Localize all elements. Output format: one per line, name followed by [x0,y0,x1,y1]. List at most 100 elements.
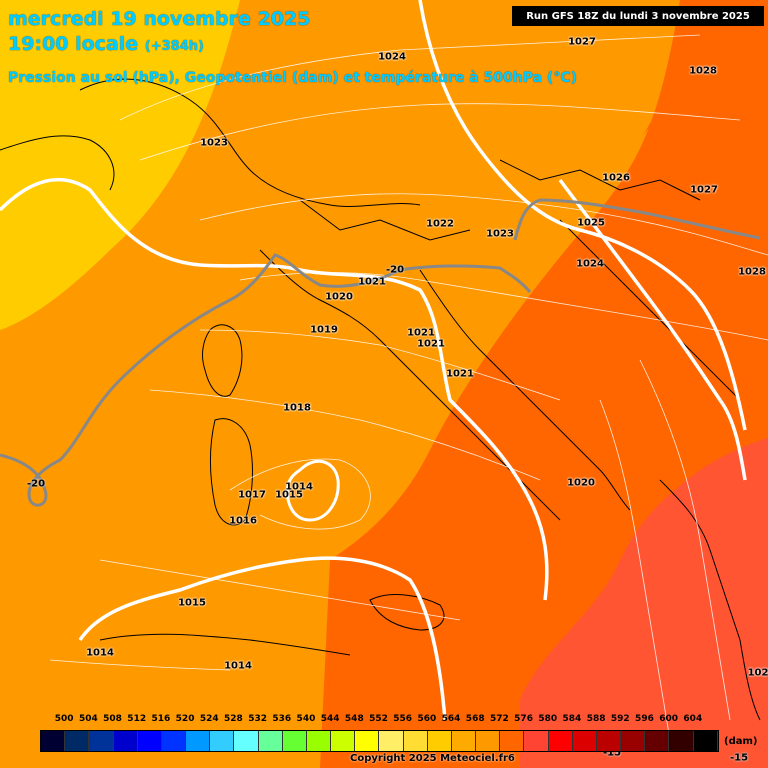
legend-swatch [331,731,356,751]
legend-swatch [137,731,162,751]
pressure-label: 1024 [576,258,604,270]
legend-swatch [596,731,622,751]
forecast-date: mercredi 19 novembre 2025 [8,8,311,30]
pressure-label: 1017 [238,489,266,501]
legend-tick-label: 528 [224,714,243,724]
run-info-box: Run GFS 18Z du lundi 3 novembre 2025 [512,6,764,26]
legend-tick-label: 560 [417,714,437,724]
legend-tick-label: 556 [393,714,413,724]
legend-swatch [451,731,477,751]
legend-swatch [355,731,380,751]
legend-swatch [621,731,646,751]
legend-tick-label: 552 [369,714,388,724]
copyright: Copyright 2025 Meteociel.fr6 [350,753,515,764]
legend-swatch [476,731,501,751]
pressure-label: 1018 [283,402,311,414]
pressure-label: 1019 [310,324,338,336]
legend-tick-label: 588 [586,714,606,724]
legend-swatch [234,731,259,751]
legend-tick-label: 500 [54,714,74,724]
legend-tick-label: 572 [489,714,509,724]
legend-tick-label: 520 [175,714,195,724]
pressure-label: 1014 [285,481,313,493]
legend-swatch [500,731,525,751]
pressure-label: 1022 [426,218,454,230]
isotherms [0,198,761,507]
legend-swatch [282,731,307,751]
forecast-offset: (+384h) [144,39,204,54]
pressure-label: 1024 [378,51,406,63]
forecast-time: 19:00 locale (+384h) [8,33,204,55]
legend-tick-label: 604 [683,714,703,724]
pressure-label: 1026 [602,172,630,184]
pressure-label: 1023 [486,228,514,240]
coastlines [0,78,761,721]
legend-tick-label: 576 [514,714,533,724]
pressure-label: 1028 [738,266,766,278]
legend-swatch [65,731,90,751]
map-description: Pression au sol (hPa), Geopotentiel (dam… [8,70,577,86]
band-564 [0,0,240,330]
legend-swatch [41,731,66,751]
temperature-label: -20 [26,478,46,490]
legend-swatch [379,731,404,751]
pressure-label: 1023 [200,137,228,149]
pressure-label: 1015 [178,597,206,609]
legend-tick-label: 516 [151,714,171,724]
low-pressure-contour [285,459,340,522]
legend-tick-label: 532 [248,714,267,724]
legend-swatch [645,731,670,751]
legend-swatch [669,731,694,751]
legend-tick-label: 592 [610,714,630,724]
pressure-label: 1021 [417,338,445,350]
legend-tick-label: 596 [635,714,654,724]
legend-swatch [161,731,187,751]
legend-tick-label: 512 [127,714,147,724]
legend-swatch [306,731,332,751]
temperature-label: -20 [385,264,405,276]
legend-tick-label: 504 [78,714,98,724]
legend-tick-label: 584 [562,714,582,724]
legend-tick-label: 568 [465,714,485,724]
pressure-label: 1015 [275,489,303,501]
band-572-ne [640,0,768,140]
pressure-label: 1027 [568,36,596,48]
pressure-label: 102 [747,667,768,679]
pressure-label: 1014 [86,647,114,659]
legend-color-bar [40,730,719,752]
pressure-label: 1025 [577,217,605,229]
pressure-label: 1016 [229,515,257,527]
legend-swatch [113,731,138,751]
legend-swatch [258,731,283,751]
pressure-label: 1027 [690,184,718,196]
band-576 [520,438,768,768]
legend-tick-label: 524 [199,714,219,724]
legend-swatch [693,731,718,751]
forecast-time-main: 19:00 locale [8,33,139,55]
legend-unit: (dam) [724,736,758,747]
temperature-label: -15 [729,752,749,764]
legend-ticks: 500 504 508 512 516 520 524 528 532 536 540 544 548 5… [40,714,717,728]
pressure-label: 1014 [224,660,252,672]
temperature-label: -15 [602,747,622,759]
legend-tick-label: 508 [103,714,122,724]
legend-swatch [89,731,114,751]
legend-tick-label: 536 [272,714,292,724]
legend-swatch [572,731,597,751]
legend-swatch [210,731,235,751]
geopotential-lines [0,0,747,721]
legend-tick-label: 580 [538,714,558,724]
pressure-label: 1021 [407,327,435,339]
pressure-label: 1021 [358,276,386,288]
legend-swatch [548,731,573,751]
legend-tick-label: 564 [441,714,461,724]
pressure-label: 1028 [689,65,717,77]
pressure-label: 1020 [325,291,353,303]
legend-tick-label: 544 [320,714,340,724]
legend-tick-label: 600 [659,714,679,724]
legend-swatch [403,731,428,751]
legend-tick-label: 548 [344,714,364,724]
legend-swatch [427,731,452,751]
